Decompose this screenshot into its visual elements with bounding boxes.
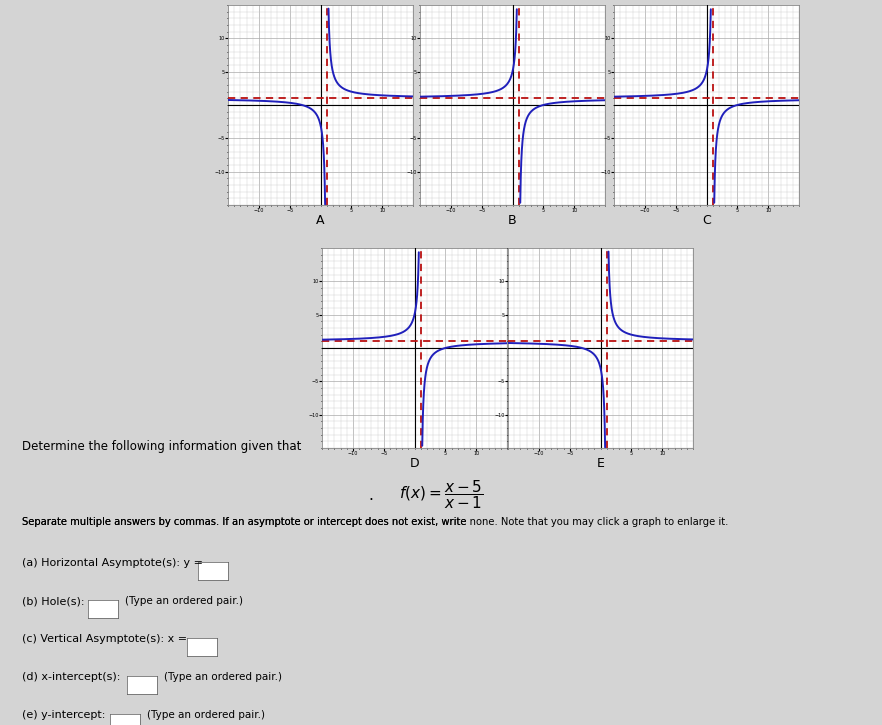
Text: Separate multiple answers by commas. If an asymptote or intercept does not exist: Separate multiple answers by commas. If … (22, 517, 470, 527)
Text: (a) Horizontal Asymptote(s): y =: (a) Horizontal Asymptote(s): y = (22, 558, 203, 568)
Text: $.$: $.$ (368, 487, 373, 502)
Text: D: D (409, 457, 419, 471)
Text: (b) Hole(s):: (b) Hole(s): (22, 596, 85, 606)
Text: Determine the following information given that: Determine the following information give… (22, 440, 302, 453)
Text: (c) Vertical Asymptote(s): x =: (c) Vertical Asymptote(s): x = (22, 634, 187, 644)
Text: (Type an ordered pair.): (Type an ordered pair.) (125, 596, 243, 606)
Text: B: B (508, 215, 517, 228)
Text: (e) y-intercept:: (e) y-intercept: (22, 710, 106, 720)
Text: (d) x-intercept(s):: (d) x-intercept(s): (22, 672, 121, 682)
Text: $f(x) = \dfrac{x-5}{x-1}$: $f(x) = \dfrac{x-5}{x-1}$ (399, 478, 483, 511)
Text: (Type an ordered pair.): (Type an ordered pair.) (163, 672, 281, 682)
Text: E: E (596, 457, 604, 471)
Text: C: C (702, 215, 711, 228)
Text: (Type an ordered pair.): (Type an ordered pair.) (147, 710, 265, 720)
Text: Separate multiple answers by commas. If an asymptote or intercept does not exist: Separate multiple answers by commas. If … (22, 517, 729, 527)
Text: A: A (317, 215, 325, 228)
